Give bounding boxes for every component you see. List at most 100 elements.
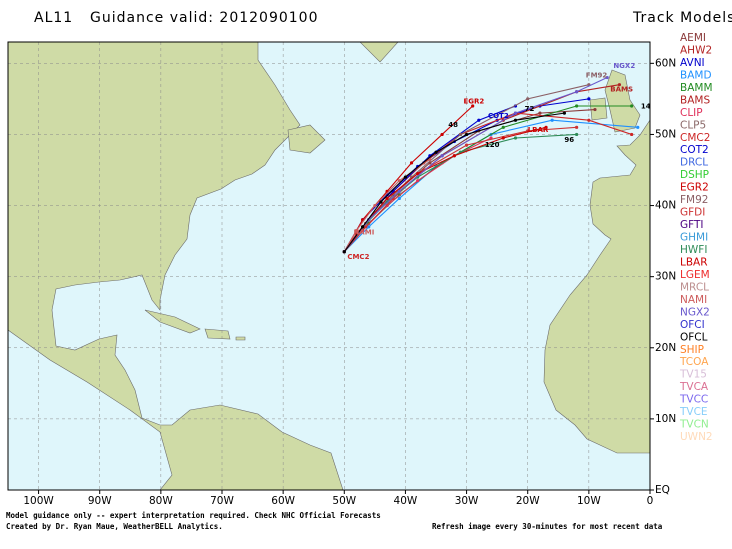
legend-entry: SHIP bbox=[680, 344, 704, 356]
lat-label: EQ bbox=[655, 484, 670, 496]
lon-label: 80W bbox=[149, 495, 173, 507]
cuba bbox=[144, 309, 201, 334]
legend-entry: EGR2 bbox=[680, 182, 709, 194]
track-point bbox=[379, 200, 383, 204]
legend-entry: TVCC bbox=[679, 394, 708, 406]
lat-label: 20N bbox=[655, 342, 676, 354]
lon-label: 70W bbox=[210, 495, 234, 507]
legend: AEMIAHW2AVNIBAMDBAMMBAMSCLIPCLP5CMC2COT2… bbox=[679, 32, 713, 443]
legend-entry: AHW2 bbox=[680, 44, 712, 56]
legend-title: Track Models bbox=[632, 10, 732, 26]
track-point bbox=[501, 136, 505, 140]
legend-entry: GFDI bbox=[680, 207, 705, 219]
map-label: BAMS bbox=[610, 86, 633, 94]
legend-entry: UWN2 bbox=[680, 431, 713, 443]
track-point bbox=[562, 111, 567, 115]
ireland bbox=[589, 97, 608, 121]
map-label: 72 bbox=[525, 105, 535, 113]
legend-entry: AVNI bbox=[680, 57, 705, 69]
lat-label: 10N bbox=[655, 413, 676, 425]
track-point bbox=[630, 104, 634, 108]
legend-entry: TVCA bbox=[679, 381, 709, 393]
storm-id: AL11 bbox=[34, 10, 73, 26]
map-label: 48 bbox=[448, 121, 458, 129]
track-point bbox=[513, 118, 518, 122]
track-point bbox=[526, 97, 530, 101]
lat-label: 30N bbox=[655, 271, 676, 283]
map-label: CMC2 bbox=[347, 253, 369, 261]
model-track bbox=[343, 105, 474, 253]
map-label: 144 bbox=[641, 103, 656, 111]
europe-africa bbox=[543, 119, 650, 454]
track-point bbox=[397, 196, 401, 201]
track-point bbox=[464, 143, 469, 147]
legend-entry: CLIP bbox=[680, 107, 703, 119]
hispaniola bbox=[204, 328, 231, 340]
track-point bbox=[513, 111, 518, 115]
track-point bbox=[385, 196, 389, 201]
legend-entry: BAMS bbox=[680, 94, 710, 106]
newfoundland bbox=[287, 124, 326, 154]
track-point bbox=[575, 125, 579, 129]
legend-entry: DSHP bbox=[680, 169, 709, 181]
legend-entry: TVCN bbox=[679, 419, 709, 431]
map-frame bbox=[7, 41, 651, 491]
track-point bbox=[416, 171, 420, 176]
track-point bbox=[636, 125, 640, 129]
track-point bbox=[440, 154, 444, 158]
track-point bbox=[397, 189, 401, 193]
map-label: EGR2 bbox=[464, 98, 485, 106]
map-label: COT2 bbox=[488, 112, 509, 120]
track-point bbox=[501, 125, 505, 129]
track-point bbox=[544, 125, 548, 129]
lon-label: 40W bbox=[394, 495, 418, 507]
lon-label: 100W bbox=[23, 495, 54, 507]
legend-entry: OFCL bbox=[680, 331, 708, 343]
map-label: NAMI bbox=[353, 229, 374, 237]
legend-entry: GFTI bbox=[680, 219, 704, 231]
legend-entry: NGX2 bbox=[680, 306, 710, 318]
legend-entry: COT2 bbox=[680, 144, 709, 156]
track-point bbox=[575, 104, 579, 108]
legend-entry: FM92 bbox=[680, 194, 708, 206]
lon-label: 10W bbox=[577, 495, 601, 507]
americas bbox=[8, 42, 344, 490]
legend-entry: TVCE bbox=[679, 406, 708, 418]
footer-refresh: Refresh image every 30-minutes for most … bbox=[432, 522, 663, 531]
track-point bbox=[416, 179, 420, 183]
legend-entry: LBAR bbox=[680, 256, 708, 268]
track-point bbox=[367, 225, 371, 229]
track-point bbox=[550, 118, 554, 122]
legend-entry: LGEM bbox=[680, 269, 710, 281]
legend-entry: HWFI bbox=[680, 244, 707, 256]
track-point bbox=[361, 225, 365, 229]
legend-entry: OFCI bbox=[680, 319, 705, 331]
lon-label: 50W bbox=[332, 495, 356, 507]
footer-credit: Created by Dr. Ryan Maue, WeatherBELL An… bbox=[6, 522, 223, 531]
lon-label: 90W bbox=[88, 495, 112, 507]
lat-label: 40N bbox=[655, 200, 676, 212]
legend-entry: MRCL bbox=[680, 281, 709, 293]
lat-label: 60N bbox=[655, 57, 676, 69]
legend-entry: TCOA bbox=[679, 356, 709, 368]
track-point bbox=[575, 90, 579, 94]
track-point bbox=[587, 97, 591, 101]
track-point bbox=[471, 104, 475, 108]
legend-entry: CMC2 bbox=[680, 132, 710, 144]
legend-entry: AEMI bbox=[680, 32, 706, 44]
track-point bbox=[342, 250, 346, 254]
legend-entry: NAMI bbox=[680, 294, 707, 306]
legend-entry: BAMD bbox=[680, 69, 712, 81]
map-label: NGX2 bbox=[613, 62, 635, 70]
track-point bbox=[364, 225, 368, 229]
axes: 100W 90W 80W 70W 60W 50W 40W 30W 20W 10W 0EQ 10N 20N… bbox=[23, 57, 676, 507]
track-point bbox=[605, 75, 609, 80]
map-label: LBAR bbox=[528, 126, 549, 134]
track-point bbox=[458, 132, 463, 137]
valid-time: Guidance valid: 2012090100 bbox=[90, 10, 318, 26]
track-point bbox=[617, 83, 622, 87]
legend-entry: DRCL bbox=[680, 157, 708, 169]
